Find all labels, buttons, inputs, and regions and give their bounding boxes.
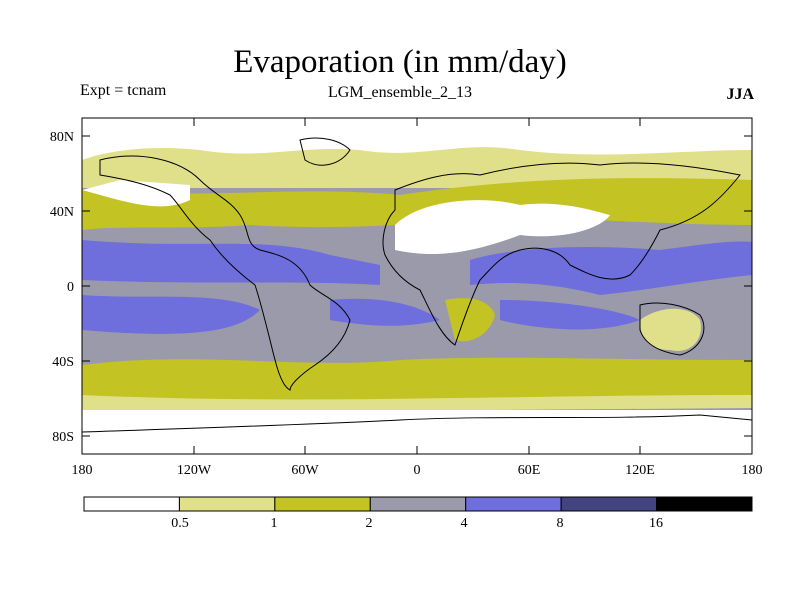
colorbar-label: 1 [271,516,278,531]
map-title: Evaporation (in mm/day) [233,44,567,80]
lon-label: 60E [518,463,541,478]
lon-label: 180 [72,463,93,478]
colorbar-labels: 0.5 1 2 4 8 16 [171,516,663,531]
band-na-white [82,180,190,207]
lon-label: 0 [414,463,421,478]
colorbar-label: 2 [366,516,373,531]
colorbar-swatch [369,496,467,512]
colorbar [83,496,753,512]
season-label: JJA [726,86,754,103]
experiment-label: Expt = tcnam [80,82,167,99]
afro-eurasia-coast [382,162,741,346]
lon-label: 120W [177,463,212,478]
band-sh-1-2 [82,357,752,403]
lat-label: 80S [52,430,74,445]
lon-label: 180 [742,463,763,478]
colorbar-swatch [656,496,753,512]
lat-label: 40S [52,355,74,370]
run-name-label: LGM_ensemble_2_13 [328,84,472,101]
lon-ticks [81,118,753,454]
band-satl-4-8 [330,298,440,326]
americas-coast [99,155,351,391]
lon-label: 120E [625,463,655,478]
antarctica-coast [82,414,752,433]
band-sh-0.5-1 [82,395,752,411]
band-spac-4-8 [82,295,260,334]
band-australia [640,308,701,351]
lon-labels: 180 120W 60W 0 60E 120E 180 [72,463,763,478]
colorbar-label: 0.5 [171,516,189,531]
australia-coast [639,302,705,356]
evaporation-field [82,118,752,454]
colorbar-swatch [465,496,562,512]
colorbar-label: 16 [649,516,663,531]
coastlines [82,137,752,433]
colorbar-swatch [178,496,276,512]
lat-label: 80N [50,130,74,145]
colorbar-swatch [83,496,180,512]
colorbar-label: 4 [461,516,468,531]
colorbar-label: 8 [557,516,564,531]
band-desert-white [395,200,610,255]
band-sio-4-8 [500,300,640,330]
lon-label: 60W [291,463,319,478]
lat-label: 0 [67,280,74,295]
band-io-4-8 [470,241,752,295]
band-s-africa [445,298,495,342]
band-nh-lt-0.5 [82,118,752,160]
colorbar-swatch [560,496,658,512]
band-npac-4-8 [82,240,380,285]
colorbar-swatch [274,496,371,512]
lat-label: 40N [50,205,74,220]
lat-ticks [82,135,752,437]
lat-labels: 80N 40N 0 40S 80S [50,130,74,445]
greenland-coast [299,137,351,166]
